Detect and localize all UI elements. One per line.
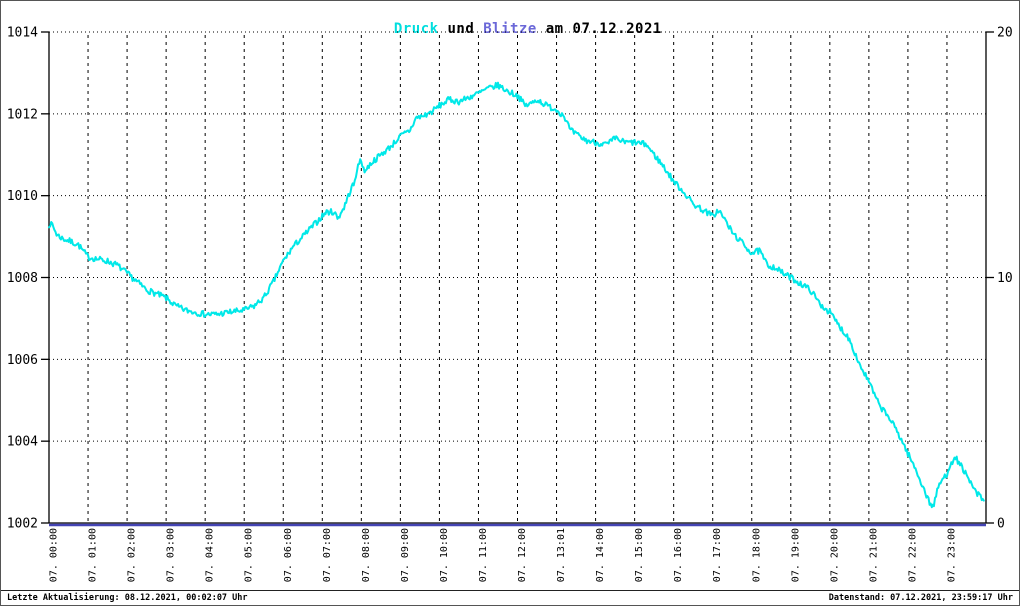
svg-text:1002: 1002 (7, 517, 38, 532)
grid-vertical-lines (87, 35, 948, 523)
svg-text:07. 05:00: 07. 05:00 (244, 528, 255, 582)
footer-last-update: Letzte Aktualisierung: 08.12.2021, 00:02… (7, 593, 248, 603)
svg-text:07. 03:00: 07. 03:00 (166, 528, 177, 582)
svg-text:1010: 1010 (7, 189, 38, 204)
svg-text:1014: 1014 (7, 26, 38, 41)
svg-text:07. 08:00: 07. 08:00 (361, 528, 372, 582)
svg-text:07. 14:00: 07. 14:00 (595, 528, 606, 582)
svg-text:1006: 1006 (7, 353, 38, 368)
svg-text:20: 20 (997, 26, 1013, 41)
svg-text:07. 12:00: 07. 12:00 (517, 528, 528, 582)
title-und-text: und (438, 21, 484, 37)
druck-pressure-line (48, 81, 985, 509)
svg-text:07. 22:00: 07. 22:00 (907, 528, 918, 582)
svg-text:07. 04:00: 07. 04:00 (205, 528, 216, 582)
svg-text:1004: 1004 (7, 435, 38, 450)
svg-text:07. 07:00: 07. 07:00 (322, 528, 333, 582)
svg-text:0: 0 (997, 517, 1005, 532)
svg-text:10: 10 (997, 271, 1013, 286)
svg-text:07. 10:00: 07. 10:00 (439, 528, 450, 582)
y-right-axis-ticks-and-labels: 20 10 0 (986, 26, 1013, 532)
svg-text:07. 06:00: 07. 06:00 (283, 528, 294, 582)
svg-text:07. 00:00: 07. 00:00 (49, 528, 60, 582)
title-druck-label: Druck (393, 21, 439, 37)
footer-data-timestamp: Datenstand: 07.12.2021, 23:59:17 Uhr (828, 593, 1013, 603)
svg-text:07. 01:00: 07. 01:00 (88, 528, 99, 582)
svg-text:07. 18:00: 07. 18:00 (751, 528, 762, 582)
svg-text:07. 20:00: 07. 20:00 (829, 528, 840, 582)
svg-text:07. 15:00: 07. 15:00 (634, 528, 645, 582)
svg-text:1012: 1012 (7, 107, 38, 122)
svg-text:07. 13:01: 07. 13:01 (556, 528, 567, 582)
y-left-axis-ticks-and-labels: 1014 1012 1010 1008 1006 1004 1002 (7, 26, 49, 532)
title-blitze-label: Blitze (483, 21, 537, 37)
footer-divider (1, 590, 1019, 591)
svg-text:07. 09:00: 07. 09:00 (400, 528, 411, 582)
svg-text:07. 16:00: 07. 16:00 (673, 528, 684, 582)
svg-text:07. 21:00: 07. 21:00 (868, 528, 879, 582)
svg-text:07. 19:00: 07. 19:00 (790, 528, 801, 582)
svg-text:1008: 1008 (7, 271, 38, 286)
svg-text:07. 17:00: 07. 17:00 (712, 528, 723, 582)
svg-text:07. 02:00: 07. 02:00 (127, 528, 138, 582)
chart-title: Druck und Blitze am 07.12.2021 (1, 5, 1019, 53)
x-axis-tick-labels: 07. 00:00 07. 01:00 07. 02:00 07. 03:00 07. … (49, 528, 958, 582)
title-date-text: am 07.12.2021 (536, 21, 662, 37)
svg-text:07. 11:00: 07. 11:00 (478, 528, 489, 582)
svg-text:07. 23:00: 07. 23:00 (946, 528, 957, 582)
